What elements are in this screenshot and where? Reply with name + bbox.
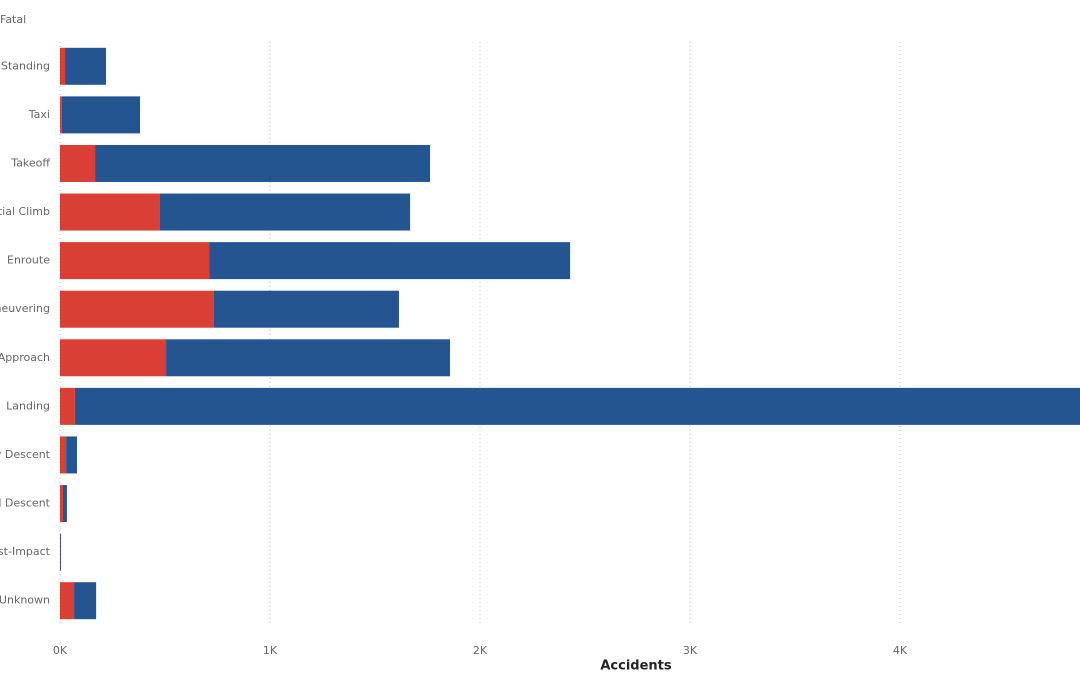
legend-label: Fatal [0, 13, 26, 26]
bar-segment [60, 144, 96, 182]
y-tick-label: Takeoff [10, 156, 50, 169]
bar-segment [62, 485, 67, 523]
bar-segment [60, 436, 67, 474]
x-tick-label: 2K [473, 644, 488, 657]
y-tick-label: aneuvering [0, 302, 50, 315]
y-tick-label: ed Descent [0, 497, 51, 510]
y-tick-label: Unknown [0, 594, 50, 607]
bar-segment [60, 582, 75, 620]
bar-segment [60, 387, 75, 425]
bar-segment [65, 47, 106, 85]
bar-segment [66, 436, 78, 474]
y-tick-label: Enroute [7, 254, 50, 267]
y-tick-label: itial Climb [0, 205, 50, 218]
bar-segment [60, 339, 167, 377]
bar-segment [60, 290, 214, 328]
bar-segment [74, 582, 97, 620]
bar-segment [60, 96, 62, 134]
bar-segment [209, 242, 571, 280]
x-axis-title: Accidents [600, 659, 672, 674]
bar-segment [60, 193, 160, 231]
bar-segment [60, 47, 66, 85]
bar-segment [60, 533, 62, 571]
bar-segment [60, 242, 210, 280]
bar-segment [95, 144, 431, 182]
x-tick-label: 0K [53, 644, 68, 657]
x-tick-label: 1K [263, 644, 278, 657]
y-tick-label: Landing [6, 399, 50, 412]
bar-segment [60, 485, 63, 523]
x-tick-label: 3K [683, 644, 698, 657]
y-tick-label: ost-Impact [0, 545, 51, 558]
bar-segment [159, 193, 411, 231]
bar-segment [74, 387, 1080, 425]
y-tick-label: cy Descent [0, 448, 51, 461]
x-tick-label: 4K [893, 644, 908, 657]
y-tick-label: Approach [0, 351, 50, 364]
y-tick-label: Taxi [28, 108, 50, 121]
y-tick-label: Standing [1, 59, 50, 72]
bar-segment [166, 339, 450, 377]
bar-segment [61, 96, 141, 134]
bar-segment [213, 290, 399, 328]
